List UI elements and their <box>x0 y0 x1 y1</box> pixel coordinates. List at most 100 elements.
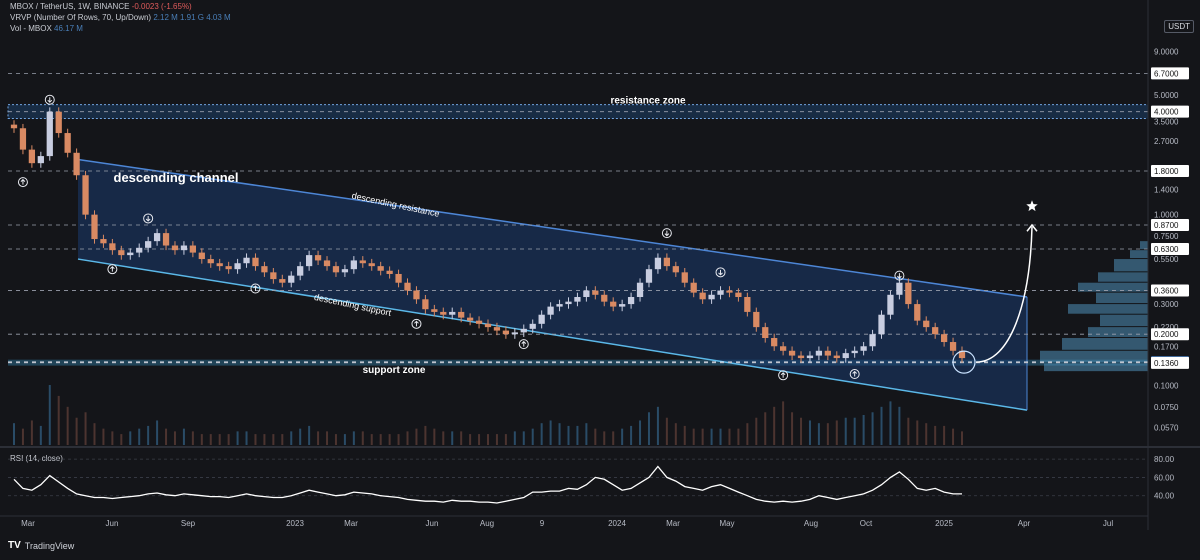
volume-bar <box>57 395 60 445</box>
candle-body <box>905 282 912 305</box>
volume-bar <box>263 434 266 445</box>
candle-body <box>332 266 340 273</box>
volume-bar <box>862 415 865 445</box>
volume-profile-bar <box>1040 350 1148 363</box>
candle-body <box>538 314 545 324</box>
candle-body <box>153 233 161 242</box>
volume-bar <box>460 431 463 445</box>
volume-bar <box>934 425 937 445</box>
volume-bar <box>764 412 767 445</box>
candle-body <box>216 263 223 267</box>
volume-bar <box>817 423 820 445</box>
volume-bar <box>66 406 69 445</box>
volume-bar <box>871 412 874 445</box>
time-tick-label: 9 <box>540 519 545 528</box>
candle-body <box>100 239 107 244</box>
candle-body <box>46 111 53 157</box>
price-tick-label: 4.0000 <box>1154 108 1179 117</box>
volume-bar <box>138 428 141 445</box>
price-tick-label: 0.3000 <box>1154 300 1179 309</box>
price-tick-label: 1.0000 <box>1154 211 1179 220</box>
candle-body <box>663 257 670 267</box>
candle-body <box>270 272 277 280</box>
volume-bar <box>585 423 588 445</box>
volume-bar <box>916 420 919 445</box>
candle-body <box>592 290 599 295</box>
candle-body <box>878 314 885 335</box>
projection-arrowhead-icon <box>1026 223 1038 232</box>
candle-body <box>833 355 840 359</box>
volume-bar <box>75 417 78 445</box>
volume-bar <box>227 434 230 445</box>
time-tick-label: May <box>719 519 734 528</box>
volume-bar <box>755 417 758 445</box>
candle-body <box>386 270 393 274</box>
candle-body <box>565 301 572 305</box>
candle-body <box>780 346 787 351</box>
time-tick-label: 2024 <box>608 519 626 528</box>
volume-bar <box>200 434 203 445</box>
candle-body <box>64 133 71 153</box>
volume-bar <box>639 420 642 445</box>
candle-body <box>932 327 939 335</box>
candle-body <box>368 263 375 267</box>
volume-bar <box>415 428 418 445</box>
time-tick-label: Sep <box>181 519 196 528</box>
volume-bar <box>531 428 534 445</box>
price-tick-label: 9.0000 <box>1154 47 1179 56</box>
volume-bar <box>880 406 883 445</box>
volume-bar <box>800 417 803 445</box>
candle-body <box>484 323 492 328</box>
candle-body <box>869 334 876 347</box>
footer: TV TradingView <box>8 540 74 551</box>
volume-profile-bar <box>1114 259 1148 272</box>
volume-bar <box>469 434 472 445</box>
candle-body <box>359 260 366 264</box>
price-tick-label: 2.7000 <box>1154 137 1179 146</box>
volume-bar <box>844 417 847 445</box>
arrow-up-marker-icon <box>250 283 261 294</box>
candle-body <box>788 350 796 356</box>
brand-name: TradingView <box>24 540 75 551</box>
vrvp-label: VRVP (Number Of Rows, 70, Up/Down) <box>10 13 152 22</box>
candle-body <box>556 304 563 307</box>
candle-body <box>610 301 617 307</box>
price-tick-label: 0.2200 <box>1154 323 1179 332</box>
candle-body <box>529 323 536 329</box>
candle-body <box>279 279 286 283</box>
candle-body <box>136 247 143 253</box>
volume-bar <box>209 434 212 445</box>
time-tick-label: Apr <box>1018 519 1031 528</box>
volume-bar <box>111 431 114 445</box>
volume-bar <box>889 401 892 445</box>
volume-bar <box>388 434 391 445</box>
price-tag-box <box>1151 105 1189 118</box>
candle-body <box>672 266 679 273</box>
candle-body <box>55 111 62 134</box>
volume-bar <box>361 431 364 445</box>
volume-profile-bar <box>1068 304 1148 314</box>
volume-bar <box>701 428 704 445</box>
volume-bar <box>540 423 543 445</box>
price-tick-label: 3.5000 <box>1154 118 1179 127</box>
candle-body <box>404 282 411 291</box>
volume-bar <box>567 425 570 445</box>
arrow-down-marker-icon <box>661 228 672 239</box>
volume-profile-bar <box>1096 292 1148 304</box>
candle-body <box>127 252 134 256</box>
volume-bar <box>433 428 436 445</box>
candle-body <box>923 320 930 328</box>
candle-body <box>753 311 760 328</box>
volume-bar <box>442 431 445 445</box>
candle-body <box>145 241 152 248</box>
candle-body <box>413 290 420 300</box>
candle-body <box>914 304 921 321</box>
candle-body <box>708 294 715 300</box>
volume-bar <box>317 431 320 445</box>
currency-badge[interactable]: USDT <box>1164 20 1194 33</box>
candle-body <box>511 332 518 335</box>
target-star-icon <box>1026 200 1038 212</box>
arrow-down-marker-icon <box>143 213 154 224</box>
volume-bar <box>308 425 311 445</box>
